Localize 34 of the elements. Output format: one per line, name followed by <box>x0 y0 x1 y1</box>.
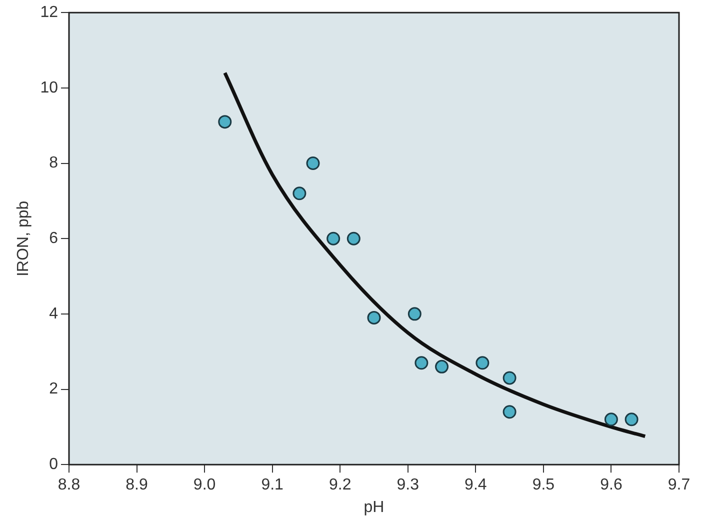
x-tick-label: 9.0 <box>193 476 216 494</box>
x-axis-title: pH <box>364 498 384 516</box>
point <box>306 156 320 170</box>
point <box>476 356 490 370</box>
x-tick-label: 9.5 <box>532 476 555 494</box>
x-tick-label: 8.9 <box>126 476 148 494</box>
point <box>218 115 232 129</box>
x-tick-label: 9.7 <box>668 476 690 494</box>
y-tick-label: 6 <box>49 230 58 248</box>
x-tick-label: 9.2 <box>328 476 352 494</box>
point <box>502 405 516 419</box>
point <box>624 412 638 426</box>
point <box>502 371 516 385</box>
x-tick-label: 9.1 <box>261 476 284 494</box>
line-series <box>223 71 647 438</box>
y-tick-label: 10 <box>40 79 58 96</box>
point <box>367 310 381 324</box>
point <box>326 232 340 246</box>
point <box>292 186 306 200</box>
x-tick-label: 8.8 <box>58 476 80 494</box>
point <box>408 307 422 321</box>
x-tick-label: 9.6 <box>600 476 622 494</box>
point <box>435 360 449 374</box>
y-tick-label: 4 <box>49 305 58 322</box>
point <box>346 232 360 246</box>
y-tick-label: 2 <box>49 380 58 398</box>
x-tick-label: 9.3 <box>396 476 420 494</box>
y-tick-label: 8 <box>49 154 58 172</box>
y-axis-title: IRON, ppb <box>15 200 32 276</box>
y-tick-label: 12 <box>40 4 58 22</box>
x-tick-label: 9.4 <box>464 476 487 494</box>
point <box>414 356 428 370</box>
y-tick-label: 0 <box>49 456 58 474</box>
point <box>604 412 618 426</box>
